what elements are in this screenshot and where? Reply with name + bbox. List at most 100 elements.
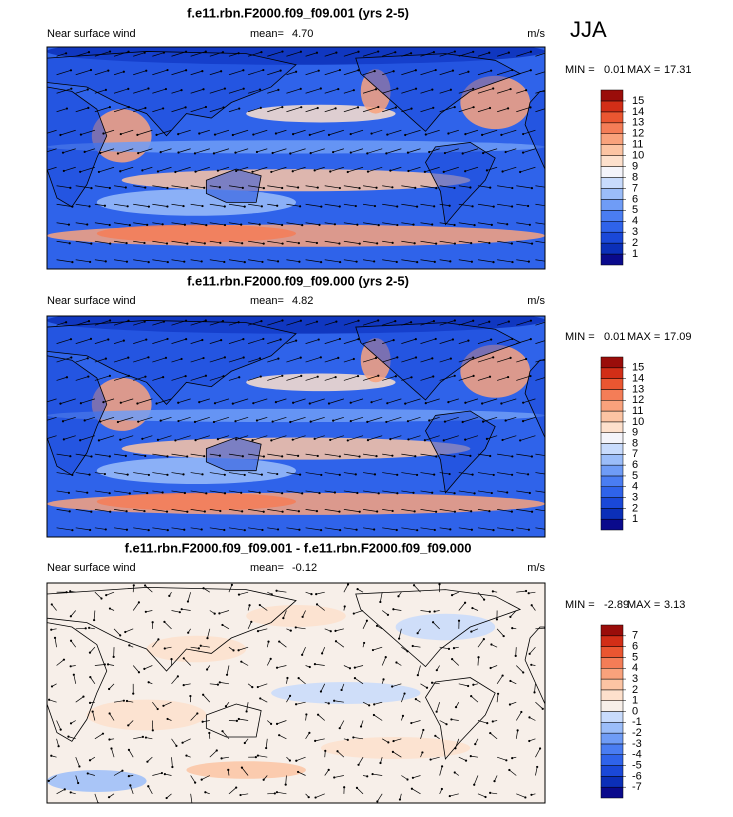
colorbar-label: 4	[632, 662, 638, 674]
vector-head	[396, 492, 398, 494]
colorbar-label: 13	[632, 383, 644, 395]
vector-head	[185, 106, 187, 108]
vector-head	[213, 152, 215, 154]
vector-head	[492, 87, 494, 89]
colorbar-box	[601, 487, 623, 498]
colorbar-label: -2	[632, 727, 642, 739]
vector-head	[511, 187, 513, 189]
vector-head	[142, 736, 144, 738]
vector-head	[472, 88, 474, 90]
colorbar-box	[601, 90, 623, 101]
vector-head	[92, 710, 94, 712]
vector-head	[127, 724, 129, 726]
vector-head	[339, 455, 341, 457]
colorbar-box	[601, 476, 623, 487]
vector-head	[335, 640, 337, 642]
vector-head	[431, 88, 433, 90]
vector-head	[382, 678, 384, 680]
vector-head	[227, 769, 229, 771]
vector-head	[316, 52, 318, 54]
vector-head	[443, 439, 445, 441]
vector-head	[471, 205, 473, 207]
vector-head	[107, 69, 109, 71]
vector-head	[435, 243, 437, 245]
vector-head	[454, 106, 456, 108]
colorbar-label: 5	[632, 204, 638, 216]
vector-head	[161, 772, 163, 774]
vector-head	[417, 632, 419, 634]
vector-head	[337, 88, 339, 90]
vector-head	[281, 50, 283, 52]
vector-head	[511, 757, 513, 759]
vector-head	[393, 70, 395, 72]
vector-head	[206, 637, 208, 639]
vector-head	[492, 529, 494, 531]
vector-head	[501, 439, 503, 441]
vector-head	[292, 402, 294, 404]
vector-head	[318, 70, 320, 72]
vector-head	[128, 375, 130, 377]
vector-head	[270, 723, 272, 725]
colorbar-box	[601, 368, 623, 379]
vector-head	[89, 261, 91, 263]
vector-head	[470, 695, 472, 697]
colorbar-label: 6	[632, 193, 638, 205]
vector-head	[305, 713, 307, 715]
vector-head	[109, 106, 111, 108]
vector-head	[281, 319, 283, 321]
vector-head	[267, 641, 269, 643]
colorbar-box	[601, 519, 623, 530]
vector-head	[352, 736, 354, 738]
vector-head	[298, 242, 300, 244]
vector-head	[277, 89, 279, 91]
vector-head	[355, 205, 357, 207]
vector-head	[548, 455, 550, 457]
vector-head	[375, 357, 377, 359]
mean-label: mean=	[250, 295, 284, 307]
vector-head	[186, 187, 188, 189]
vector-head	[489, 376, 491, 378]
vector-head	[377, 50, 379, 52]
colorbar-box	[601, 156, 623, 167]
vector-head	[256, 151, 258, 153]
vector-head	[387, 741, 389, 743]
vector-head	[338, 242, 340, 244]
vector-head	[162, 223, 164, 225]
vector-head	[42, 133, 44, 135]
vector-head	[530, 69, 532, 71]
vector-head	[194, 171, 196, 173]
vector-head	[127, 320, 129, 322]
vector-head	[217, 438, 219, 440]
vector-head	[238, 593, 240, 595]
vector-head	[242, 338, 244, 340]
vector-head	[40, 421, 42, 423]
vector-head	[109, 375, 111, 377]
colorbar-label: 6	[632, 459, 638, 471]
vector-head	[547, 88, 549, 90]
vector-head	[281, 511, 283, 513]
min-label: MIN =	[565, 599, 595, 611]
vector-head	[527, 205, 529, 207]
vector-head	[286, 677, 288, 679]
colorbar-box	[601, 733, 623, 744]
vector-head	[316, 510, 318, 512]
vector-head	[529, 224, 531, 226]
vector-head	[525, 590, 527, 592]
vector-head	[177, 133, 179, 135]
vector-head	[432, 375, 434, 377]
vector-head	[245, 710, 247, 712]
vector-head	[259, 357, 261, 359]
mean-value: 4.70	[292, 28, 313, 40]
vector-head	[530, 794, 532, 796]
vector-head	[447, 401, 449, 403]
vector-head	[470, 755, 472, 757]
vector-head	[259, 492, 261, 494]
vector-head	[297, 771, 299, 773]
vector-head	[550, 106, 552, 108]
vector-head	[391, 455, 393, 457]
vector-head	[358, 187, 360, 189]
vector-head	[509, 616, 511, 618]
units-label: m/s	[527, 295, 545, 307]
vector-head	[432, 621, 434, 623]
vector-head	[550, 492, 552, 494]
